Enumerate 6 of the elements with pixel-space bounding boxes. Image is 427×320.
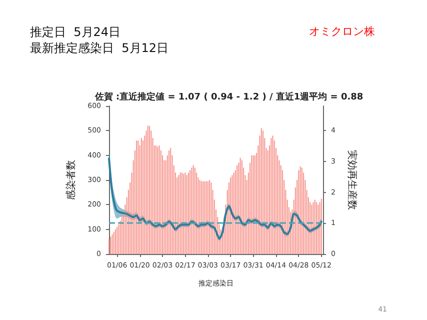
chart-title: 佐賀 :直近推定値 = 1.07 ( 0.94 - 1.2 ) / 直近1週平均 = 0.88 xyxy=(94,92,364,102)
text: オミクロン株 xyxy=(309,25,375,38)
y-axis-title: 感染者数 xyxy=(65,160,78,200)
text: 推定日 5月24日 xyxy=(30,25,121,39)
y2-axis-title: 実効再生産数 xyxy=(346,150,358,210)
text: 最新推定感染日 5月12日 xyxy=(30,41,169,55)
